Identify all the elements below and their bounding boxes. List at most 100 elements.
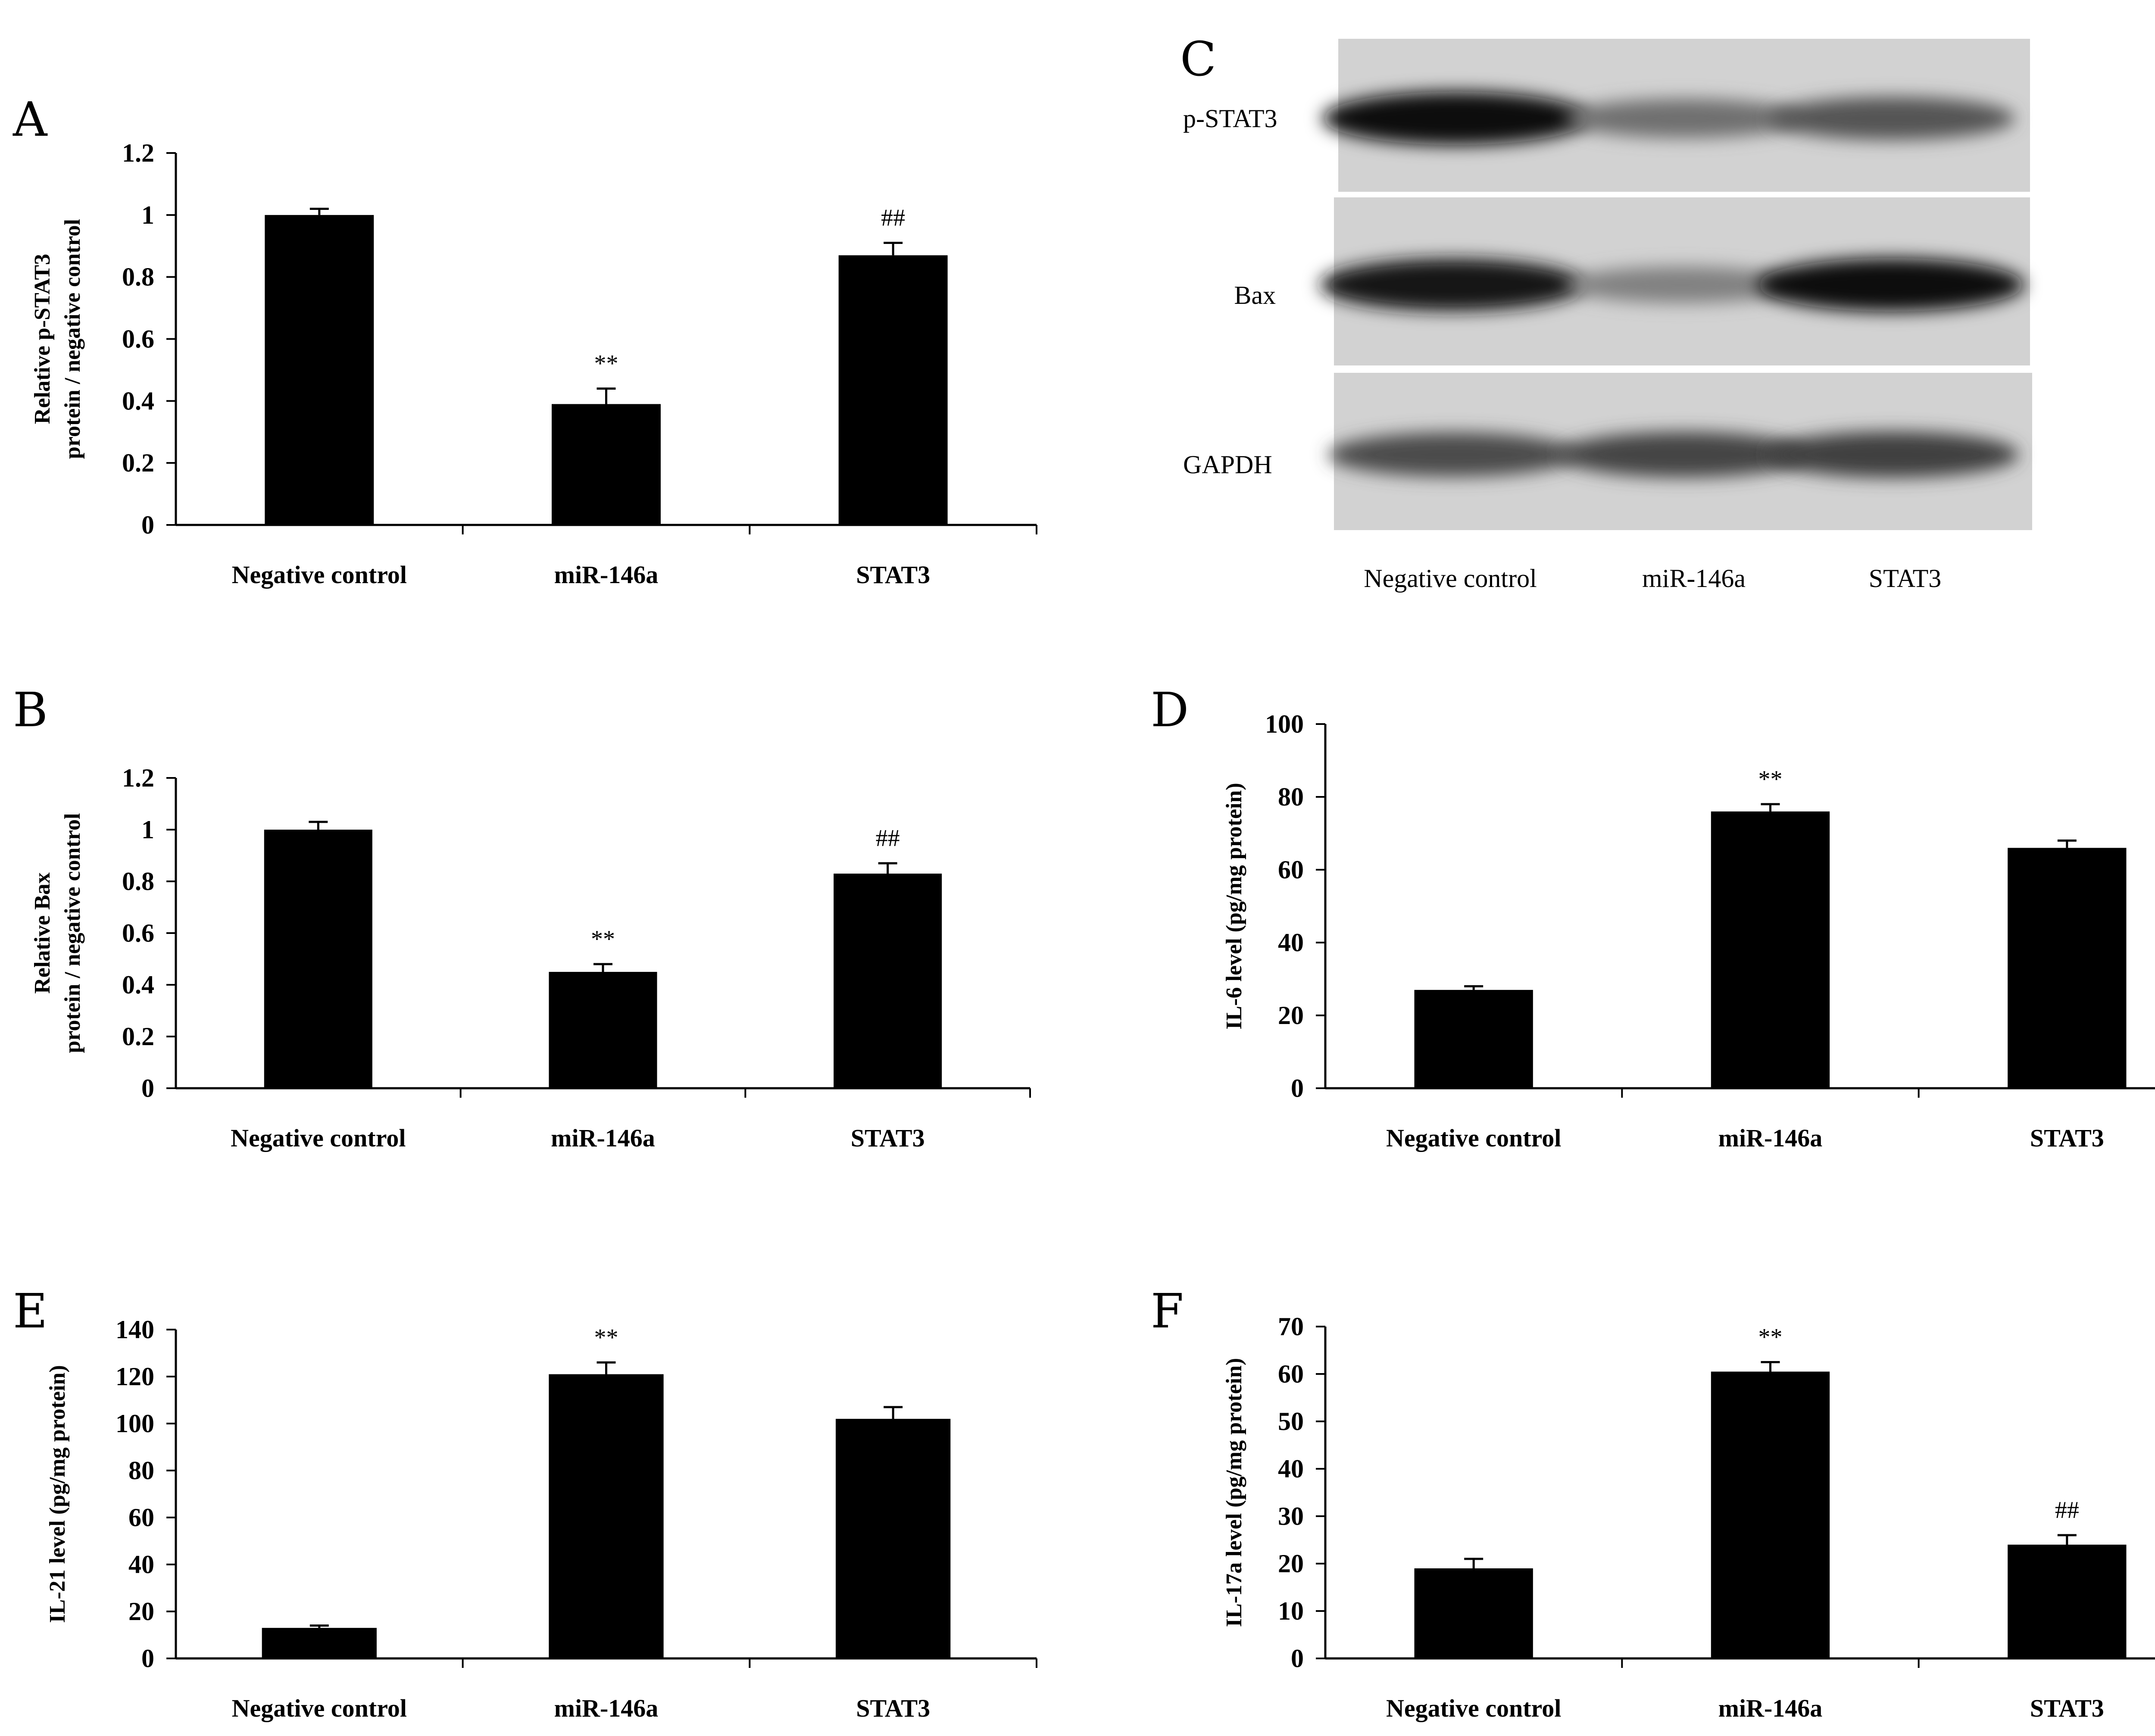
panel-a-bar (552, 404, 661, 525)
panel-b-ytick-label: 1 (141, 815, 154, 844)
panel-f-ytick-label: 60 (1278, 1360, 1304, 1388)
panel-d-ytick-label: 60 (1278, 856, 1304, 884)
panel-a-significance-marker: ## (881, 205, 905, 231)
panel-c-western-blot: Cp-STAT3 Bax GAPDH Negative control miR-146a… (1180, 31, 2032, 593)
panel-e-chart: E 0 20 40 60 80 100 120 140 Negative control ** miR… (13, 1283, 1037, 1722)
blot-band (1320, 259, 1585, 311)
panel-f-bar (1414, 1568, 1533, 1658)
panel-a-letter: A (12, 92, 48, 147)
panel-d-ytick-label: 0 (1291, 1074, 1304, 1102)
panel-f-bar (2008, 1545, 2127, 1658)
blot-lane-label: Negative control (1364, 564, 1537, 593)
panel-b-ytick-label: 0.4 (122, 971, 154, 999)
panel-a-category-label: STAT3 (856, 561, 930, 589)
blot-band (1766, 431, 2019, 478)
panel-e-ytick-label: 60 (128, 1503, 154, 1532)
panel-d-bar (1711, 811, 1830, 1088)
panel-a-ylabel: Relative p-STAT3 (30, 254, 55, 424)
panel-b-bar (264, 830, 372, 1088)
panel-e-ytick-label: 40 (128, 1550, 154, 1579)
blot-lane-label: STAT3 (1869, 564, 1942, 593)
panel-d-ytick-label: 80 (1278, 783, 1304, 811)
panel-f-chart: F 0 10 20 30 40 50 60 70 Negative control ** miR-14… (1151, 1283, 2155, 1722)
panel-b-ylabel: Relative Bax (30, 872, 55, 994)
panel-b-letter: B (13, 682, 48, 737)
panel-b-ytick-label: 1.2 (122, 764, 154, 792)
blot-band (1565, 99, 1804, 138)
panel-b-ytick-label: 0.2 (122, 1022, 154, 1051)
panel-a-ytick-label: 0 (141, 511, 154, 539)
panel-a-bar (265, 215, 374, 525)
panel-b-category-label: miR-146a (551, 1124, 655, 1152)
panel-a-significance-marker: ** (594, 350, 618, 377)
panel-e-category-label: Negative control (232, 1694, 407, 1722)
panel-d-ytick-label: 100 (1265, 710, 1304, 738)
panel-e-bar (836, 1419, 951, 1658)
panel-f-category-label: STAT3 (2030, 1694, 2104, 1722)
blot-band (1322, 91, 1590, 145)
panel-e-ytick-label: 20 (128, 1597, 154, 1626)
panel-a-ytick-label: 0.4 (122, 387, 154, 415)
panel-f-ytick-label: 70 (1278, 1312, 1304, 1341)
panel-e-bar (549, 1374, 664, 1658)
panel-b-ytick-label: 0 (141, 1074, 154, 1102)
panel-f-category-label: miR-146a (1718, 1694, 1823, 1722)
panel-d-category-label: miR-146a (1718, 1124, 1823, 1152)
panel-b-category-label: Negative control (231, 1124, 406, 1152)
panel-a-category-label: Negative control (232, 561, 407, 589)
panel-a-category-label: miR-146a (554, 561, 659, 589)
panel-e-category-label: STAT3 (856, 1694, 930, 1722)
panel-b-bar (834, 874, 942, 1088)
panel-c-letter: C (1180, 31, 1216, 87)
panel-b-significance-marker: ** (591, 926, 615, 952)
panel-b-bar (549, 972, 657, 1088)
panel-e-ylabel: IL-21 level (pg/mg protein) (45, 1365, 70, 1623)
panel-d-ytick-label: 40 (1278, 928, 1304, 957)
panel-e-ytick-label: 140 (116, 1315, 154, 1344)
panel-d-ylabel: IL-6 level (pg/mg protein) (1222, 783, 1246, 1029)
panel-e-ytick-label: 80 (128, 1456, 154, 1485)
panel-d-ytick-label: 20 (1278, 1001, 1304, 1030)
panel-f-category-label: Negative control (1386, 1694, 1561, 1722)
panel-f-ytick-label: 30 (1278, 1502, 1304, 1530)
panel-e-significance-marker: ** (594, 1324, 618, 1351)
blot-band (1768, 97, 2015, 140)
panel-a-ytick-label: 1.2 (122, 139, 154, 167)
panel-f-letter: F (1151, 1283, 1184, 1339)
panel-d-category-label: STAT3 (2030, 1124, 2104, 1152)
blot-band (1757, 258, 2024, 312)
panel-d-category-label: Negative control (1386, 1124, 1561, 1152)
panel-e-category-label: miR-146a (554, 1694, 659, 1722)
panel-d-letter: D (1151, 682, 1189, 737)
blot-row-label: p-STAT3 (1183, 104, 1277, 133)
panel-d-bar (2008, 848, 2127, 1088)
panel-a-ytick-label: 1 (141, 201, 154, 229)
panel-f-ylabel: IL-17a level (pg/mg protein) (1222, 1358, 1246, 1627)
panel-e-ytick-label: 100 (116, 1409, 154, 1438)
panel-a-ylabel: protein / negative control (60, 219, 85, 459)
panel-a-ytick-label: 0.2 (122, 449, 154, 477)
panel-b-category-label: STAT3 (851, 1124, 925, 1152)
panel-f-ytick-label: 0 (1291, 1644, 1304, 1673)
panel-f-significance-marker: ## (2055, 1497, 2079, 1524)
panel-f-ytick-label: 20 (1278, 1549, 1304, 1578)
panel-b-chart: B 0 0.2 0.4 0.6 0.8 1 1.2 Negative control ** miR-… (13, 682, 1031, 1152)
blot-band (1557, 431, 1809, 478)
blot-band (1565, 266, 1799, 303)
blot-lane-label: miR-146a (1642, 564, 1746, 593)
panel-e-bar (262, 1628, 377, 1658)
blot-band (1328, 432, 1577, 477)
panel-b-ylabel: protein / negative control (60, 813, 85, 1053)
panel-a-chart: A 0 0.2 0.4 0.6 0.8 1 1.2 Negative control ** miR-… (12, 92, 1037, 589)
panel-f-ytick-label: 50 (1278, 1407, 1304, 1436)
panel-a-ytick-label: 0.6 (122, 325, 154, 353)
panel-a-ytick-label: 0.8 (122, 263, 154, 291)
panel-f-significance-marker: ** (1758, 1324, 1783, 1351)
panel-d-bar (1414, 990, 1533, 1088)
panel-e-ytick-label: 120 (116, 1362, 154, 1391)
panel-b-ytick-label: 0.6 (122, 919, 154, 947)
blot-row-label: GAPDH (1183, 450, 1272, 479)
panel-a-bar (838, 255, 948, 525)
panel-f-ytick-label: 40 (1278, 1455, 1304, 1483)
